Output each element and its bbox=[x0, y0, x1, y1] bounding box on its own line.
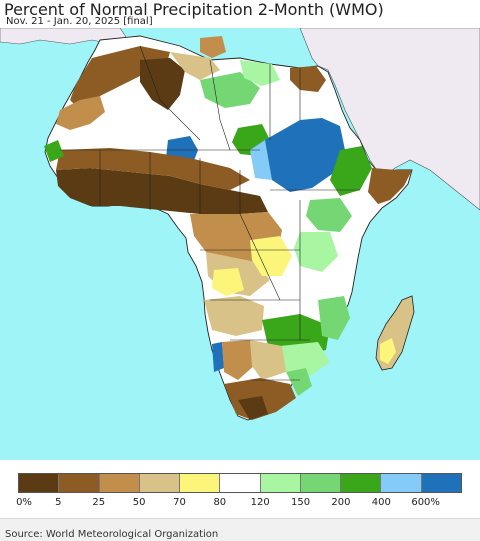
footer-bar: Source: World Meteorological Organizatio… bbox=[0, 518, 480, 541]
map-subtitle: Nov. 21 - Jan. 20, 2025 [final] bbox=[6, 16, 153, 27]
legend-swatch bbox=[139, 474, 181, 492]
legend-swatch bbox=[180, 474, 221, 492]
sudan-wet bbox=[265, 118, 345, 192]
kenya-green bbox=[306, 198, 352, 232]
south-africa-green bbox=[286, 368, 312, 396]
legend-tick-label: 120 bbox=[250, 497, 270, 508]
egypt-brown bbox=[290, 66, 326, 92]
somalia-brown bbox=[368, 168, 412, 204]
namibia-tan bbox=[222, 340, 256, 380]
tunisia-dry bbox=[200, 36, 226, 58]
country-borders bbox=[60, 45, 360, 381]
legend-swatch bbox=[421, 474, 461, 492]
legend-tick-label: 0% bbox=[16, 497, 32, 508]
legend-swatch bbox=[99, 474, 140, 492]
mali-dark-dry bbox=[140, 58, 185, 110]
source-credit: Source: World Meteorological Organizatio… bbox=[5, 529, 219, 540]
legend-tick-label: 400 bbox=[371, 497, 391, 508]
west-africa-medium bbox=[56, 148, 250, 190]
legend-tick-label: 70 bbox=[173, 497, 186, 508]
legend-swatch bbox=[260, 474, 301, 492]
legend-swatch bbox=[300, 474, 342, 492]
namibia-blue-strip bbox=[212, 342, 224, 372]
legend-tick-label: 25 bbox=[92, 497, 106, 508]
legend-swatch bbox=[381, 474, 422, 492]
legend-tick-label: 5 bbox=[55, 497, 62, 508]
legend-swatch bbox=[19, 474, 60, 492]
legend-swatch bbox=[59, 474, 100, 492]
mozambique-green bbox=[318, 296, 350, 340]
color-legend bbox=[18, 473, 462, 493]
legend-swatch bbox=[341, 474, 382, 492]
libya-green bbox=[200, 72, 260, 108]
drc-yellow bbox=[250, 236, 292, 276]
botswana-tan bbox=[250, 340, 286, 380]
precipitation-map bbox=[0, 28, 480, 460]
legend-tick-label: 600% bbox=[411, 497, 440, 508]
ethiopia-green bbox=[330, 146, 372, 196]
legend-tick-label: 150 bbox=[290, 497, 311, 508]
europe-landmass bbox=[0, 28, 129, 45]
legend-swatch bbox=[220, 474, 261, 492]
senegal-green bbox=[44, 140, 64, 162]
map-title: Percent of Normal Precipitation 2-Month … bbox=[4, 0, 384, 19]
legend-tick-label: 200 bbox=[331, 497, 351, 508]
morocco-dry bbox=[56, 96, 105, 130]
west-africa-dry-band bbox=[56, 168, 268, 214]
angola-tan bbox=[204, 296, 264, 336]
legend-tick-label: 50 bbox=[132, 497, 146, 508]
madagascar-dry-patch bbox=[380, 338, 396, 364]
zimbabwe-light-green bbox=[280, 342, 330, 376]
angola-yellow bbox=[212, 268, 244, 296]
legend-tick-label: 80 bbox=[213, 497, 227, 508]
tanzania-green bbox=[294, 232, 338, 272]
algeria-tan bbox=[170, 52, 220, 80]
legend-tick-labels: 0% 5 25 50 70 80 120 150 200 400 600% bbox=[0, 497, 480, 511]
south-africa-dark bbox=[238, 396, 268, 420]
